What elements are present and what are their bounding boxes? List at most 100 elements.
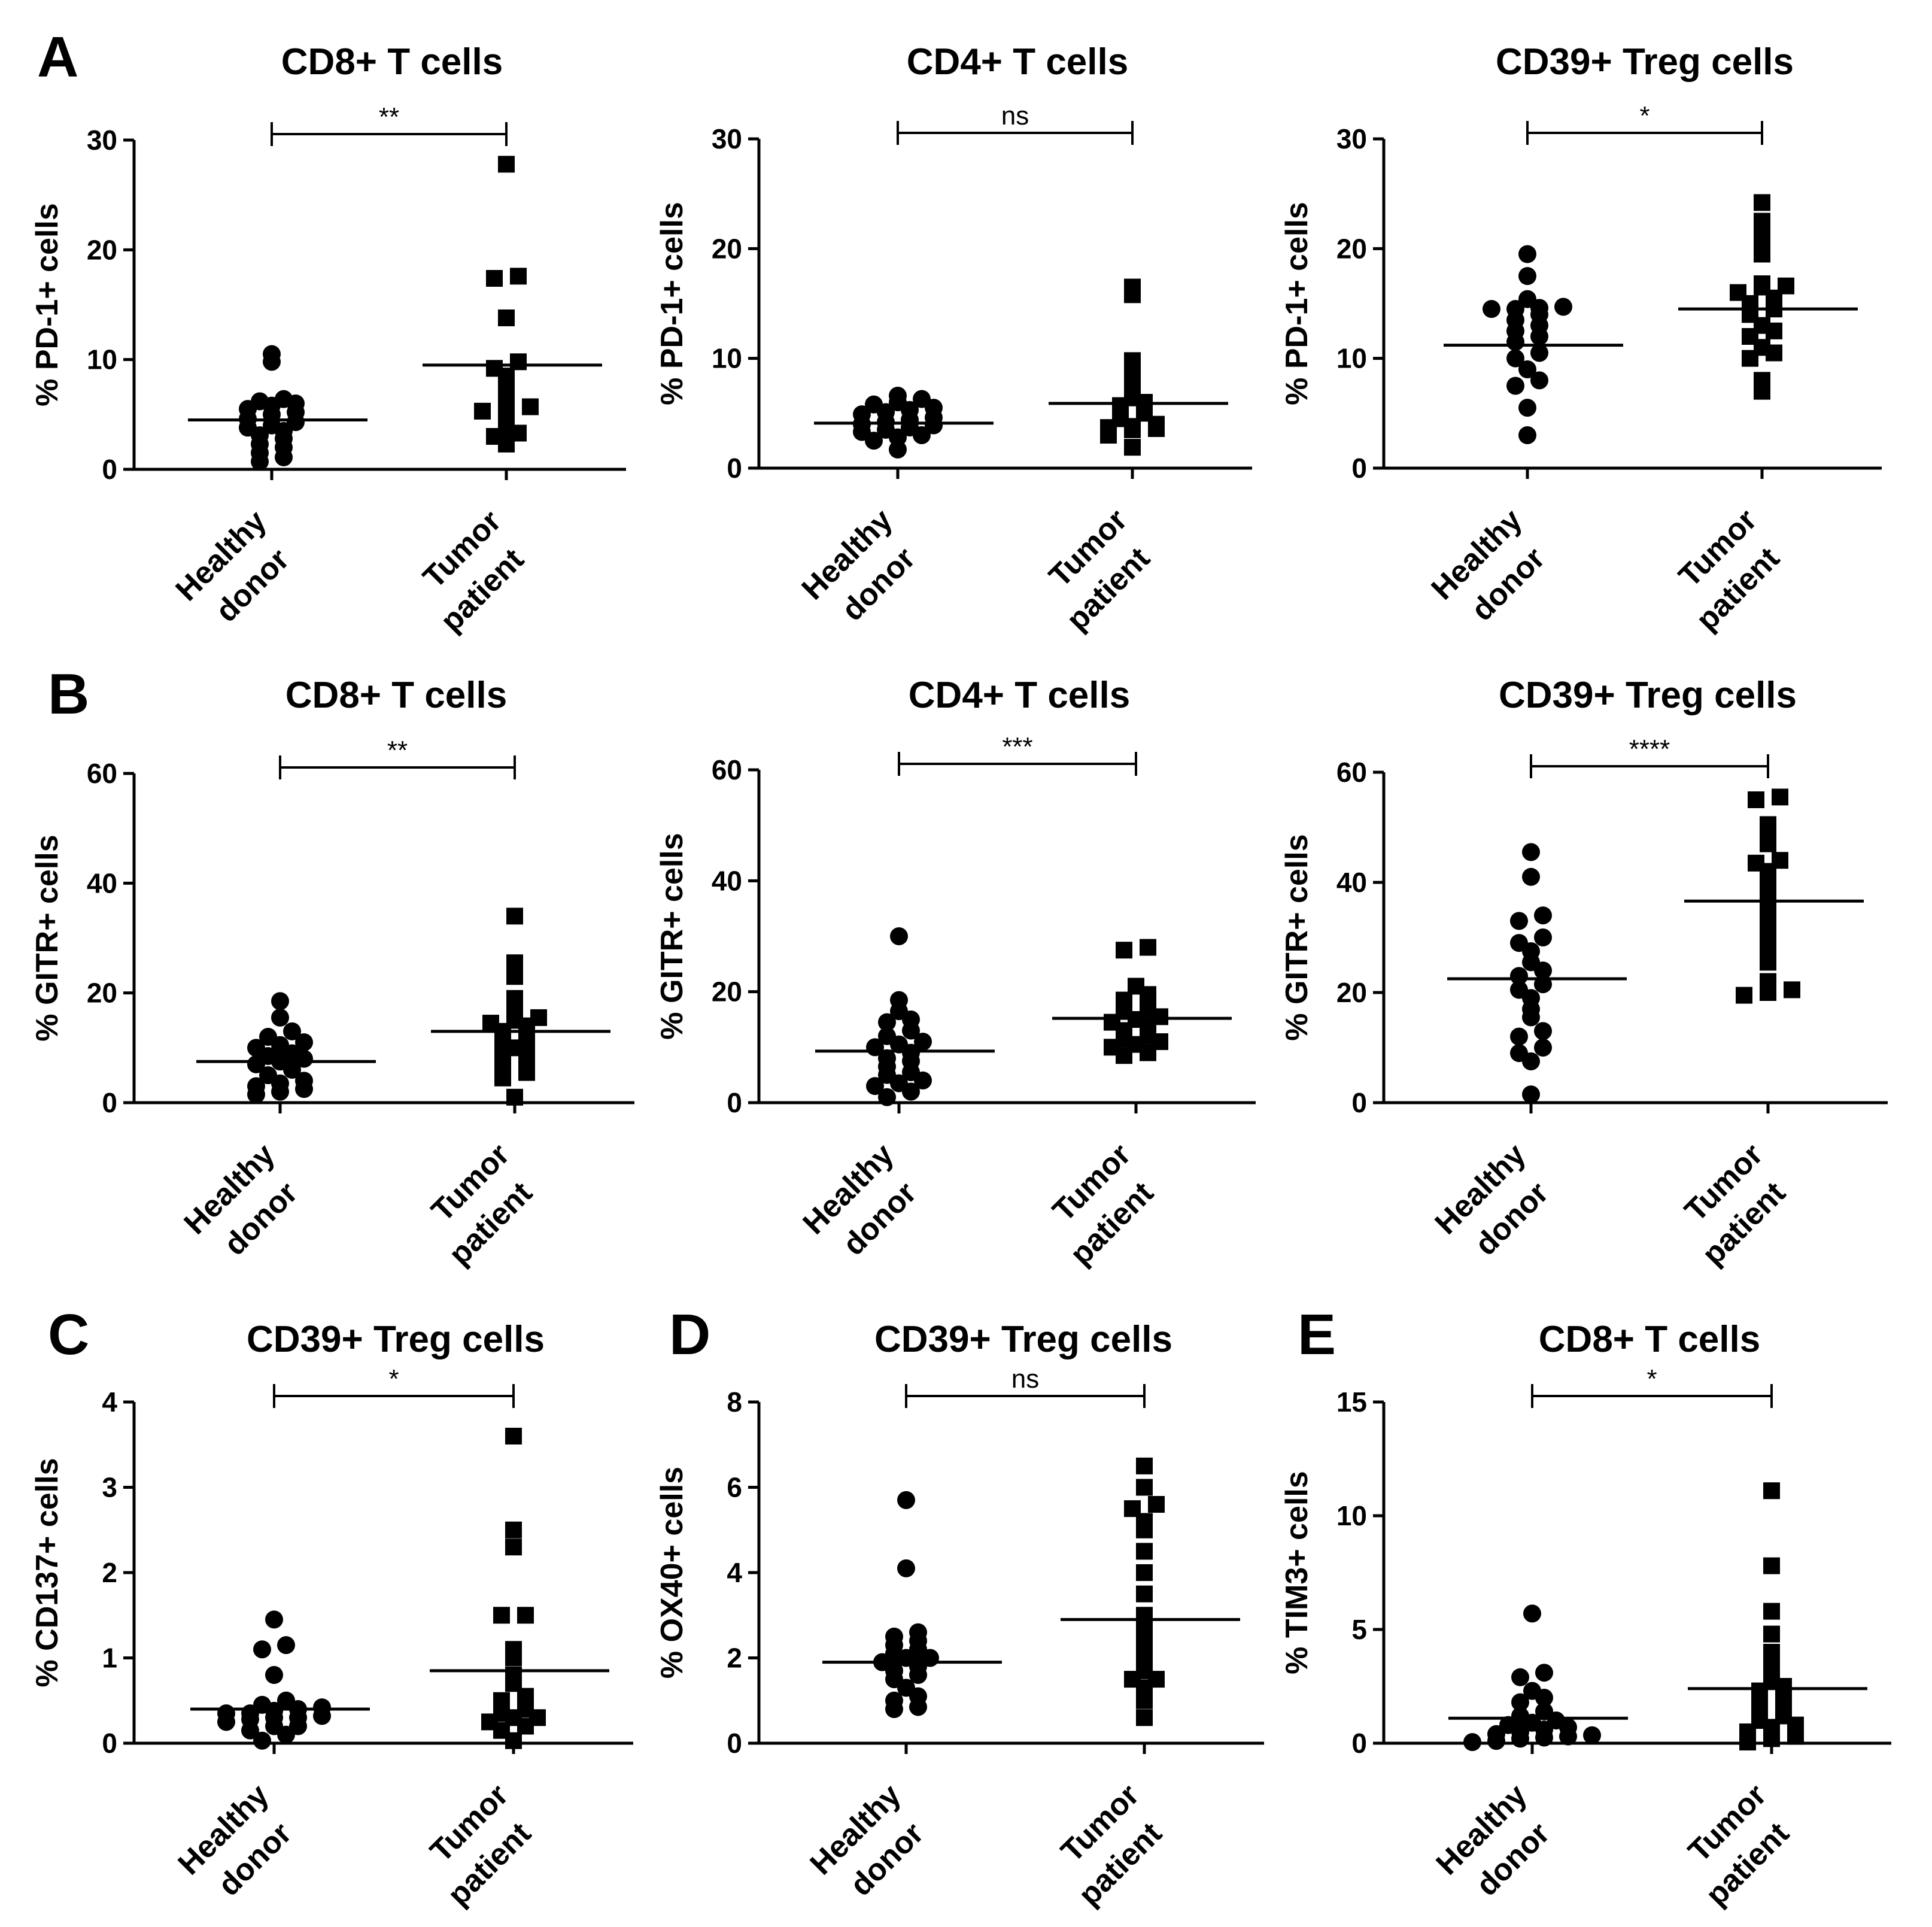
- y-tick-label: 40: [87, 867, 117, 899]
- data-point-tumor-patient: [1763, 1603, 1780, 1620]
- y-tick-label: 2: [727, 1643, 742, 1674]
- data-point-healthy-donor: [253, 1731, 271, 1750]
- y-axis-label: % PD-1+ cells: [655, 202, 689, 405]
- data-point-tumor-patient: [506, 990, 523, 1007]
- data-point-tumor-patient: [510, 353, 527, 371]
- chart-title: CD4+ T cells: [907, 41, 1128, 83]
- data-point-tumor-patient: [1124, 439, 1141, 456]
- chart-title: CD39+ Treg cells: [247, 1319, 545, 1360]
- data-point-tumor-patient: [1124, 352, 1141, 369]
- data-point-healthy-donor: [1518, 426, 1536, 444]
- significance-label: *: [388, 1364, 399, 1394]
- data-point-healthy-donor: [1510, 934, 1528, 952]
- y-tick-label: 0: [1351, 1728, 1367, 1759]
- y-tick-label: 20: [87, 234, 117, 265]
- data-point-healthy-donor: [247, 1039, 265, 1057]
- y-tick-label: 60: [87, 758, 117, 789]
- data-point-healthy-donor: [1583, 1726, 1601, 1744]
- data-point-healthy-donor: [1554, 298, 1572, 316]
- data-point-healthy-donor: [1535, 1664, 1553, 1682]
- y-tick-label: 20: [1336, 977, 1367, 1008]
- data-point-healthy-donor: [1506, 377, 1524, 395]
- data-point-tumor-patient: [1778, 277, 1794, 295]
- data-point-tumor-patient: [1124, 377, 1141, 394]
- data-point-healthy-donor: [275, 390, 293, 408]
- data-point-healthy-donor: [1530, 344, 1548, 362]
- y-tick-label: 8: [727, 1386, 742, 1418]
- data-point-tumor-patient: [505, 1641, 522, 1658]
- data-point-tumor-patient: [1754, 245, 1770, 263]
- data-point-healthy-donor: [889, 387, 907, 405]
- data-point-tumor-patient: [1136, 1709, 1153, 1726]
- data-point-tumor-patient: [1772, 788, 1788, 806]
- data-point-tumor-patient: [1772, 852, 1788, 869]
- y-tick-label: 40: [1336, 867, 1367, 898]
- y-tick-label: 10: [1336, 343, 1367, 374]
- data-point-tumor-patient: [498, 156, 515, 173]
- significance-label: ****: [1629, 735, 1670, 764]
- data-point-healthy-donor: [1518, 399, 1536, 417]
- data-point-healthy-donor: [878, 1049, 896, 1067]
- data-point-tumor-patient: [1140, 939, 1156, 956]
- data-point-tumor-patient: [517, 1607, 534, 1624]
- data-point-healthy-donor: [1506, 349, 1524, 368]
- data-point-healthy-donor: [1506, 300, 1524, 318]
- data-point-healthy-donor: [253, 1640, 271, 1659]
- y-tick-label: 4: [102, 1386, 117, 1418]
- data-point-tumor-patient: [1124, 278, 1141, 296]
- y-axis-label: % PD-1+ cells: [1280, 202, 1314, 405]
- data-point-healthy-donor: [914, 1033, 932, 1051]
- data-point-tumor-patient: [486, 270, 503, 287]
- y-tick-label: 60: [712, 754, 742, 785]
- data-point-tumor-patient: [1136, 1457, 1153, 1474]
- data-point-healthy-donor: [259, 1066, 277, 1085]
- data-point-healthy-donor: [1522, 1085, 1540, 1104]
- data-point-tumor-patient: [482, 1015, 499, 1032]
- panel-letter-b: B: [48, 662, 89, 726]
- data-point-tumor-patient: [1763, 1557, 1780, 1574]
- y-tick-label: 0: [1351, 1087, 1367, 1118]
- data-point-healthy-donor: [295, 1072, 313, 1090]
- data-point-tumor-patient: [474, 402, 491, 420]
- y-tick-label: 1: [102, 1643, 117, 1674]
- data-point-tumor-patient: [506, 954, 523, 972]
- y-tick-label: 0: [102, 454, 117, 485]
- panel-letter-d: D: [669, 1303, 710, 1367]
- chart-title: CD39+ Treg cells: [874, 1319, 1172, 1360]
- y-tick-label: 0: [1351, 453, 1367, 484]
- panel-letter-a: A: [37, 25, 78, 89]
- data-point-tumor-patient: [1763, 1671, 1780, 1688]
- y-tick-label: 6: [727, 1472, 742, 1503]
- chart-title: CD39+ Treg cells: [1496, 41, 1794, 83]
- chart-title: CD39+ Treg cells: [1499, 675, 1797, 716]
- y-tick-label: 10: [87, 344, 117, 375]
- data-point-tumor-patient: [1763, 1482, 1780, 1500]
- data-point-tumor-patient: [1754, 372, 1770, 389]
- data-point-tumor-patient: [506, 1006, 523, 1024]
- data-point-tumor-patient: [505, 1667, 522, 1683]
- chart-title: CD4+ T cells: [909, 675, 1130, 716]
- chart-title: CD8+ T cells: [1539, 1319, 1760, 1360]
- data-point-healthy-donor: [909, 1623, 927, 1641]
- data-point-healthy-donor: [1534, 928, 1552, 946]
- data-point-tumor-patient: [522, 398, 539, 415]
- y-tick-label: 5: [1351, 1614, 1367, 1645]
- data-point-healthy-donor: [251, 392, 269, 411]
- data-point-tumor-patient: [505, 1538, 522, 1556]
- data-point-healthy-donor: [1522, 867, 1540, 886]
- significance-label: ***: [1002, 732, 1032, 761]
- data-point-healthy-donor: [1511, 1707, 1529, 1725]
- data-point-tumor-patient: [510, 268, 527, 285]
- y-axis-label: % CD137+ cells: [30, 1458, 65, 1687]
- data-point-healthy-donor: [1518, 267, 1536, 286]
- data-point-tumor-patient: [1148, 1496, 1165, 1513]
- data-point-tumor-patient: [1136, 1564, 1153, 1581]
- data-point-healthy-donor: [313, 1698, 331, 1717]
- data-point-healthy-donor: [1518, 360, 1536, 378]
- data-point-healthy-donor: [897, 1491, 915, 1509]
